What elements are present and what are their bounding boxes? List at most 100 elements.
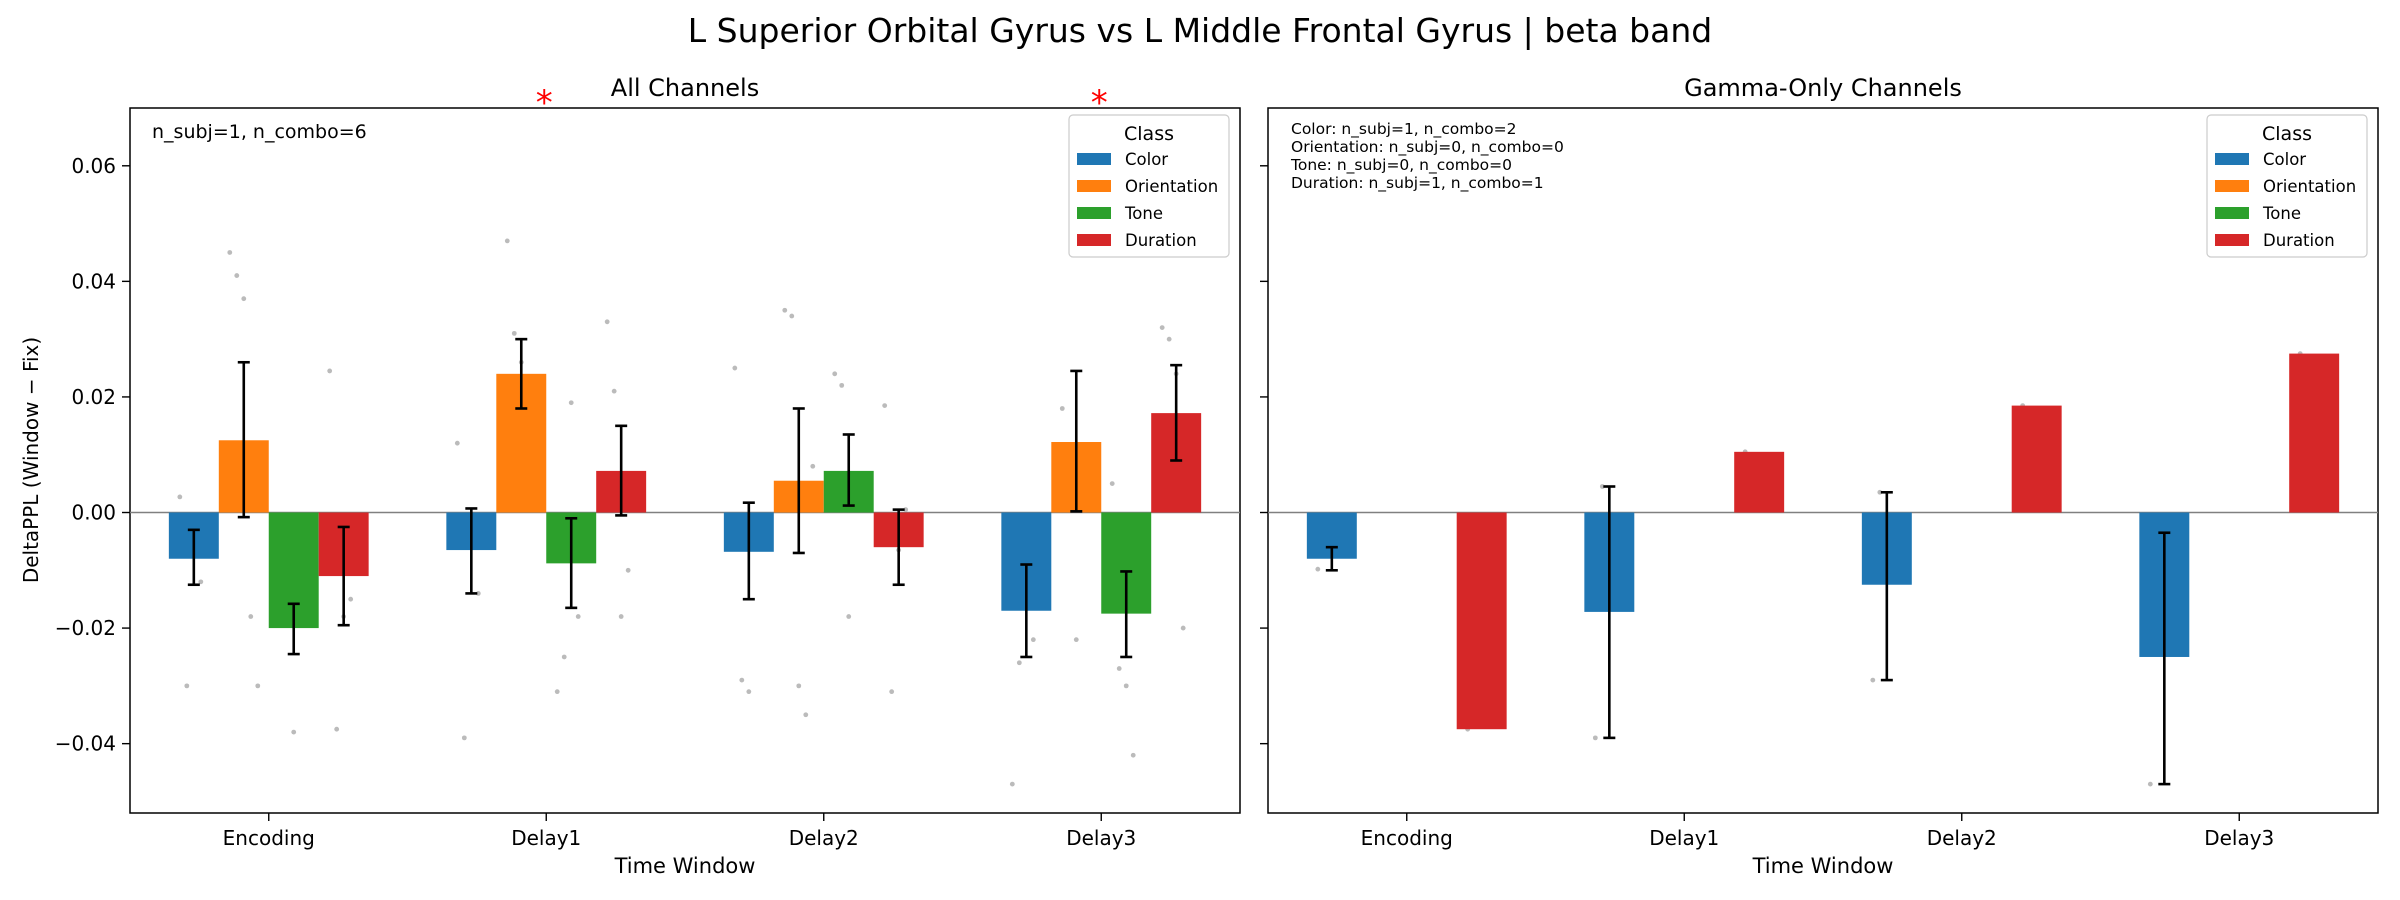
significance-marker: *	[1091, 83, 1108, 123]
y-ticks: −0.04 −0.02 0.00 0.02 0.04 0.06	[55, 154, 130, 756]
legend-title: Class	[1124, 123, 1174, 145]
point-orientation	[241, 296, 247, 302]
legend-swatch-tone	[2215, 207, 2249, 219]
legend-swatch-orientation	[1077, 180, 1111, 192]
point-tone	[846, 614, 852, 619]
point-duration	[348, 596, 354, 602]
legend-title: Class	[2262, 123, 2312, 145]
point-orientation	[1073, 637, 1079, 643]
legend-swatch-color	[1077, 153, 1111, 165]
point-color	[184, 683, 190, 689]
point-tone	[1116, 666, 1122, 671]
point-tone	[1109, 481, 1115, 487]
error-bars	[187, 337, 1183, 659]
legend-label-orientation: Orientation	[1125, 177, 1218, 196]
annotation-gamma: Color: n_subj=1, n_combo=2 Orientation: …	[1290, 120, 1564, 193]
legend-label-color: Color	[1125, 150, 1168, 169]
x-axis-label-gamma: Time Window	[1752, 854, 1894, 878]
legend-box	[2206, 114, 2368, 258]
y-tick-label: −0.02	[55, 616, 116, 640]
legend-swatch-tone	[1077, 207, 1111, 219]
point-color	[1592, 735, 1598, 741]
y-axis-label: DeltaPPL (Window − Fix)	[19, 337, 43, 583]
x-ticks: Encoding Delay1 Delay2 Delay3	[223, 813, 1136, 850]
significance-marker: *	[536, 83, 553, 123]
point-orientation	[810, 463, 816, 469]
panel-gamma-only: Gamma-Only Channels Time Window Color: n…	[1260, 74, 2379, 878]
point-orientation	[782, 307, 788, 313]
legend-all: Class Color Orientation Tone Duration	[1068, 114, 1230, 258]
point-tone	[291, 729, 297, 735]
point-duration	[1159, 325, 1165, 330]
point-tone	[1130, 752, 1136, 758]
annotation-line: Orientation: n_subj=0, n_combo=0	[1291, 138, 1564, 157]
point-color	[1030, 637, 1036, 643]
point-duration	[625, 567, 631, 573]
annotation-line: Duration: n_subj=1, n_combo=1	[1291, 174, 1544, 193]
legend-box	[1068, 114, 1230, 258]
point-orientation	[234, 273, 240, 278]
x-axis-label-all: Time Window	[614, 854, 756, 878]
point-tone	[554, 689, 560, 695]
point-duration	[611, 388, 617, 394]
legend-label-tone: Tone	[1124, 204, 1163, 223]
x-tick-label: Delay1	[1649, 826, 1719, 850]
point-color	[1870, 677, 1876, 683]
point-tone	[839, 382, 845, 388]
point-color	[1009, 781, 1015, 787]
point-color	[1315, 566, 1321, 572]
legend-swatch-color	[2215, 153, 2249, 165]
panel-title-gamma: Gamma-Only Channels	[1684, 74, 1962, 102]
annotation-line: Color: n_subj=1, n_combo=2	[1291, 120, 1517, 139]
significance-markers: * *	[536, 83, 1108, 123]
point-orientation	[803, 712, 809, 718]
x-tick-label: Delay2	[1927, 826, 1997, 850]
point-color	[2147, 781, 2153, 787]
y-tick-label: 0.00	[71, 501, 116, 525]
panel-title-all: All Channels	[611, 74, 759, 102]
point-duration	[1166, 336, 1172, 342]
point-duration	[618, 614, 624, 619]
point-orientation	[227, 250, 233, 255]
point-orientation	[248, 614, 254, 619]
bar-duration-encoding	[1456, 512, 1507, 730]
legend-swatch-duration	[2215, 234, 2249, 246]
point-tone	[568, 400, 574, 406]
x-tick-label: Delay3	[1066, 826, 1136, 850]
x-tick-label: Encoding	[223, 826, 315, 850]
point-color	[1016, 660, 1022, 666]
point-color	[198, 579, 204, 585]
x-ticks: Encoding Delay1 Delay2 Delay3	[1361, 813, 2274, 850]
bar-duration-delay1	[1734, 451, 1785, 513]
y-tick-label: 0.06	[71, 154, 116, 178]
figure-title: L Superior Orbital Gyrus vs L Middle Fro…	[688, 11, 1712, 50]
legend-swatch-duration	[1077, 234, 1111, 246]
point-duration	[327, 368, 333, 374]
legend-label-orientation: Orientation	[2263, 177, 2356, 196]
x-tick-label: Delay3	[2204, 826, 2274, 850]
y-tick-label: 0.02	[71, 385, 116, 409]
point-orientation	[1059, 406, 1065, 411]
x-tick-label: Delay1	[511, 826, 581, 850]
point-duration	[334, 726, 340, 732]
y-ticks	[1260, 165, 1268, 745]
point-tone	[832, 371, 838, 377]
point-color	[739, 677, 745, 683]
point-orientation	[789, 313, 795, 319]
bar-duration-delay3	[2289, 353, 2340, 513]
legend-label-duration: Duration	[2263, 231, 2335, 250]
legend-swatch-orientation	[2215, 180, 2249, 192]
legend-label-tone: Tone	[2262, 204, 2301, 223]
point-color	[732, 365, 738, 371]
y-tick-label: 0.04	[71, 269, 116, 293]
x-tick-label: Delay2	[789, 826, 859, 850]
point-tone	[1123, 683, 1129, 689]
bars	[1306, 353, 2340, 730]
y-tick-label: −0.04	[55, 732, 116, 756]
annotation-all: n_subj=1, n_combo=6	[152, 121, 367, 143]
point-color	[461, 735, 467, 741]
plot-area-gamma	[1267, 107, 2379, 814]
point-orientation	[796, 683, 802, 689]
panel-all-channels: All Channels Time Window DeltaPPL (Windo…	[19, 74, 1241, 878]
